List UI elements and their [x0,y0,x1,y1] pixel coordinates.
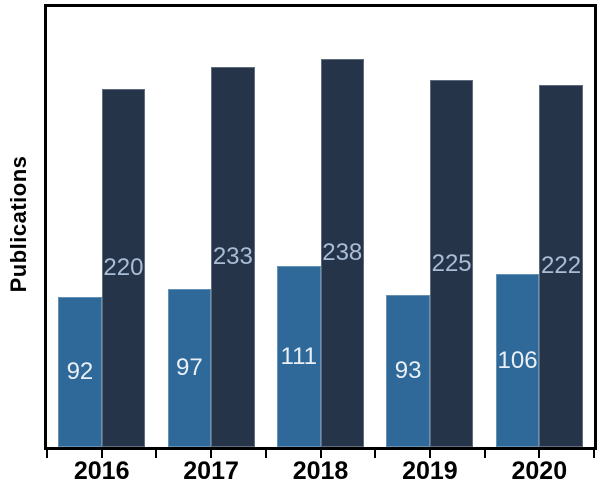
bar-value-label-2019-upper-series: 225 [431,249,472,277]
x-tick-label-2020: 2020 [511,457,568,485]
x-axis-tick [210,450,213,458]
x-tick-label-2016: 2016 [73,457,130,485]
bar-2016-lower-series: 92 [58,297,102,447]
x-axis-tick [46,450,48,458]
x-tick-label-2019: 2019 [402,457,458,485]
x-axis-tick [428,450,431,458]
bar-2018-upper-series: 238 [320,59,364,447]
x-axis-tick [374,450,377,458]
bar-2019-upper-series: 225 [429,80,474,447]
bar-value-label-2018-upper-series: 238 [322,239,363,267]
x-tick-label-2018: 2018 [292,457,349,485]
bar-2020-lower-series: 106 [495,274,540,447]
bar-2020-upper-series: 222 [539,85,583,447]
bar-value-label-2019-lower-series: 93 [394,357,422,385]
x-axis-tick [538,450,541,458]
x-axis-tick [100,450,103,458]
bar-2016-upper-series: 220 [101,88,146,447]
bar-2017-lower-series: 97 [167,288,212,447]
bar-2019-lower-series: 93 [386,295,430,447]
y-axis-label: Publications [6,155,31,293]
x-axis-tick [593,450,595,458]
x-axis-tick [483,450,486,458]
bar-value-label-2020-upper-series: 222 [541,252,582,280]
bar-value-label-2020-lower-series: 106 [497,346,538,374]
bar-value-label-2016-lower-series: 92 [66,358,94,386]
plot-area: 92 220 97 233 111 238 93 225 106 222 [44,4,597,450]
x-axis-tick [155,450,158,458]
x-axis-tick [319,450,322,458]
bar-2018-lower-series: 111 [277,266,321,447]
bar-value-label-2017-upper-series: 233 [212,243,253,271]
bar-value-label-2018-lower-series: 111 [280,342,317,370]
bar-value-label-2016-upper-series: 220 [103,253,144,281]
x-axis-tick [264,450,267,458]
bar-2017-upper-series: 233 [211,67,255,447]
x-tick-label-2017: 2017 [183,457,239,485]
bar-value-label-2017-lower-series: 97 [175,353,203,381]
